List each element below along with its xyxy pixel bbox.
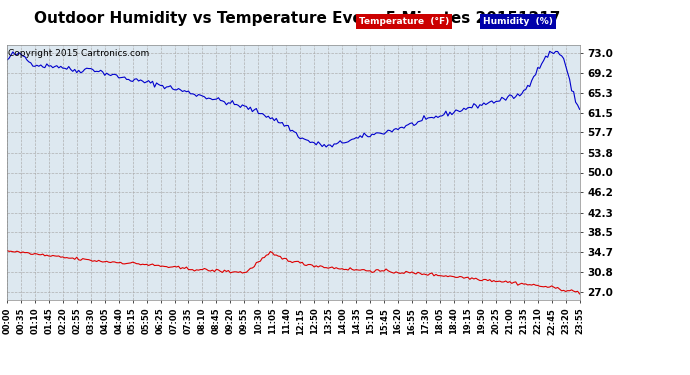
Text: Temperature  (°F): Temperature (°F) [359,17,449,26]
Text: Outdoor Humidity vs Temperature Every 5 Minutes 20151217: Outdoor Humidity vs Temperature Every 5 … [34,11,560,26]
Text: Humidity  (%): Humidity (%) [483,17,553,26]
Text: Copyright 2015 Cartronics.com: Copyright 2015 Cartronics.com [8,49,149,58]
